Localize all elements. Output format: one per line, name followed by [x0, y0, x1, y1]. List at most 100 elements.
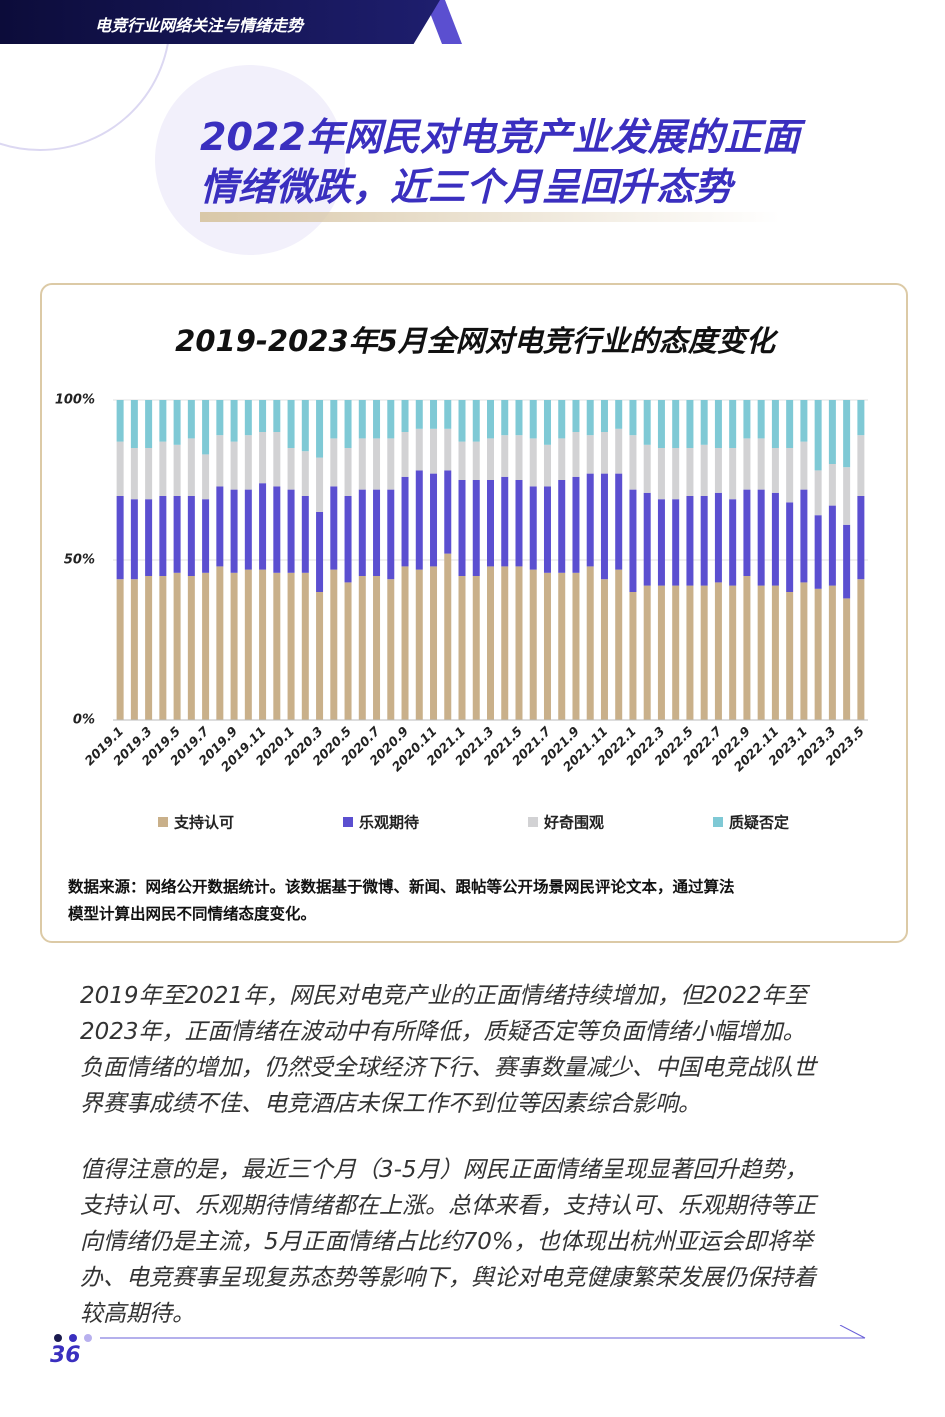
paragraph-line: 负面情绪的增加，仍然受全球经济下行、赛事数量减少、中国电竞战队世: [80, 1055, 816, 1081]
bar-segment: [301, 400, 309, 452]
title-line: 情绪微跌，近三个月呈回升态势: [200, 165, 733, 209]
bar-segment: [743, 400, 751, 439]
legend-label: 支持认可: [173, 814, 234, 832]
bar-segment: [273, 400, 281, 432]
bar-segment: [543, 486, 551, 573]
bar-segment: [159, 496, 167, 576]
bar-segment: [800, 582, 808, 720]
bar-segment: [316, 512, 324, 592]
bar-segment: [686, 400, 694, 448]
bar-segment: [287, 489, 295, 573]
bar-segment: [501, 476, 509, 567]
bar-segment: [672, 585, 680, 720]
bar-segment: [415, 400, 423, 429]
bar-segment: [244, 569, 252, 720]
bar-segment: [401, 432, 409, 477]
bar-segment: [130, 400, 138, 448]
bar-segment: [344, 496, 352, 583]
bar-segment: [543, 400, 551, 445]
bar-segment: [657, 400, 665, 448]
bar-segment: [472, 441, 480, 480]
bar-segment: [401, 476, 409, 567]
source-note: 数据来源：网络公开数据统计。该数据基于微博、新闻、跟帖等公开场景网民评论文本，通…: [68, 874, 868, 928]
bar-segment: [828, 585, 836, 720]
bar-segment: [686, 448, 694, 496]
bar-segment: [387, 579, 395, 720]
bar-segment: [615, 473, 623, 570]
section-title: 电竞行业网络关注与情绪走势: [95, 16, 304, 35]
page-number: 36: [50, 1343, 81, 1368]
bar-segment: [529, 486, 537, 570]
bar-segment: [116, 400, 124, 442]
bar-segment: [672, 400, 680, 448]
legend-label: 质疑否定: [729, 814, 789, 832]
bar-segment: [145, 576, 153, 720]
bar-segment: [373, 576, 381, 720]
bar-segment: [472, 480, 480, 576]
bar-segment: [529, 400, 537, 439]
footer-decor: [54, 1325, 866, 1342]
bar-segment: [757, 400, 765, 439]
bar-segment: [743, 576, 751, 720]
bar-segment: [244, 435, 252, 490]
bar-segment: [373, 400, 381, 439]
bar-segment: [657, 585, 665, 720]
bar-segment: [714, 400, 722, 448]
bar-segment: [273, 432, 281, 487]
bar-segment: [700, 585, 708, 720]
bar-segment: [643, 400, 651, 445]
bar-segment: [843, 467, 851, 525]
bar-segment: [173, 444, 181, 496]
bar-segment: [600, 400, 608, 432]
bar-segment: [330, 569, 338, 720]
bar-segment: [629, 592, 637, 720]
bar-segment: [700, 444, 708, 496]
bar-segment: [330, 400, 338, 439]
bar-segment: [600, 432, 608, 474]
bar-segment: [515, 566, 523, 720]
bar-segment: [843, 400, 851, 468]
paragraph: 2019年至2021年，网民对电竞产业的正面情绪持续增加，但2022年至 2023…: [80, 978, 880, 1122]
bar-segment: [273, 486, 281, 573]
bar-segment: [615, 569, 623, 720]
bar-segment: [116, 441, 124, 496]
bar-segment: [828, 464, 836, 506]
y-tick-label: 100%: [55, 393, 95, 408]
bar-segment: [515, 480, 523, 567]
bar-segment: [130, 448, 138, 500]
bar-segment: [501, 400, 509, 436]
bar-segment: [458, 400, 466, 442]
bar-segment: [344, 582, 352, 720]
legend-label: 好奇围观: [543, 814, 604, 832]
bar-segment: [287, 572, 295, 720]
paragraph-line: 支持认可、乐观期待情绪都在上涨。总体来看，支持认可、乐观期待等正: [80, 1193, 816, 1219]
bar-segment: [729, 400, 737, 448]
bar-segment: [643, 444, 651, 493]
bar-segment: [487, 438, 494, 480]
bar-segment: [714, 492, 722, 583]
bar-segment: [572, 400, 580, 432]
bar-segment: [259, 432, 267, 484]
bar-segment: [358, 576, 366, 720]
paragraph-line: 较高期待。: [80, 1301, 195, 1327]
bar-segment: [515, 400, 523, 436]
bar-segment: [230, 572, 238, 720]
bar-segment: [672, 448, 680, 500]
bar-segment: [173, 400, 181, 445]
bar-segment: [430, 428, 438, 474]
bar-segment: [344, 400, 352, 448]
legend-swatch: [713, 817, 723, 827]
bar-segment: [358, 400, 366, 439]
bar-segment: [373, 438, 381, 490]
bar-segment: [430, 400, 438, 429]
bar-segment: [430, 566, 438, 720]
bar-segment: [401, 400, 409, 432]
bar-segment: [615, 400, 623, 429]
bar-segment: [700, 400, 708, 445]
bar-segment: [771, 448, 779, 493]
bar-segment: [244, 489, 252, 570]
bar-segment: [828, 505, 836, 586]
title-line: 2022年网民对电竞产业发展的正面: [200, 115, 800, 159]
bar-segment: [159, 400, 167, 442]
